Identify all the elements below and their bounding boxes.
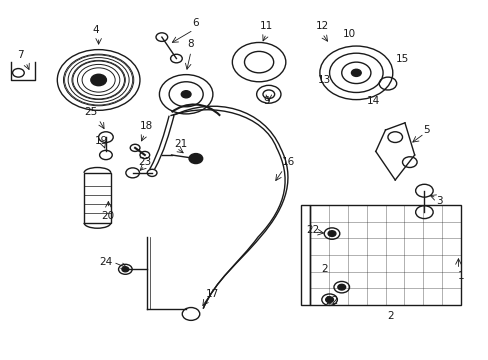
Text: 22: 22 xyxy=(305,225,319,235)
Circle shape xyxy=(189,154,202,163)
Text: 5: 5 xyxy=(423,125,429,135)
Text: 17: 17 xyxy=(206,289,219,299)
Circle shape xyxy=(122,267,128,272)
Text: 20: 20 xyxy=(101,211,114,221)
Text: 24: 24 xyxy=(99,257,112,267)
Text: 12: 12 xyxy=(315,21,328,31)
Circle shape xyxy=(327,231,335,237)
Text: 2: 2 xyxy=(321,264,327,274)
Text: 18: 18 xyxy=(140,121,153,131)
Circle shape xyxy=(91,74,106,86)
Text: 7: 7 xyxy=(18,50,24,60)
Circle shape xyxy=(337,284,345,290)
Bar xyxy=(301,205,309,305)
Text: 9: 9 xyxy=(263,96,269,107)
Text: 21: 21 xyxy=(174,139,187,149)
Text: 4: 4 xyxy=(93,25,100,35)
Bar xyxy=(309,205,460,305)
Text: 11: 11 xyxy=(259,21,272,31)
Bar xyxy=(84,173,111,223)
Text: 16: 16 xyxy=(281,157,294,167)
Text: 25: 25 xyxy=(84,107,98,117)
Text: 19: 19 xyxy=(94,136,107,146)
Text: 14: 14 xyxy=(366,96,379,107)
Text: 6: 6 xyxy=(192,18,199,28)
Text: 3: 3 xyxy=(435,197,442,206)
Text: 1: 1 xyxy=(457,271,463,282)
Text: 10: 10 xyxy=(342,28,355,39)
Text: 23: 23 xyxy=(138,157,151,167)
Text: 2: 2 xyxy=(386,311,393,321)
Text: 22: 22 xyxy=(325,296,338,306)
Circle shape xyxy=(351,69,361,76)
Text: 13: 13 xyxy=(318,75,331,85)
Text: 15: 15 xyxy=(395,54,408,64)
Circle shape xyxy=(181,91,191,98)
Text: 8: 8 xyxy=(187,39,194,49)
Circle shape xyxy=(325,297,333,302)
